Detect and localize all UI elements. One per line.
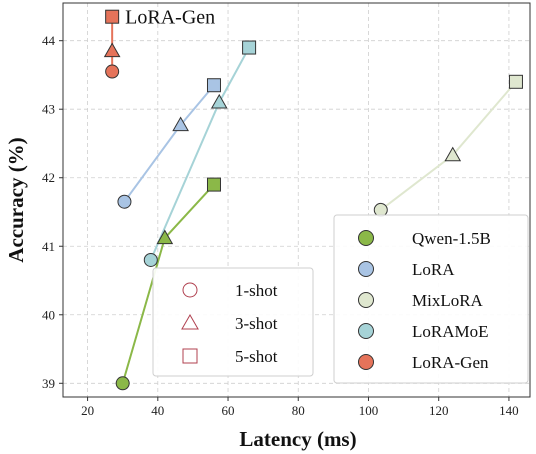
x-tick-label: 140 (499, 403, 519, 418)
lora-gen-3-shot-point (103, 42, 121, 58)
x-tick-label: 40 (151, 403, 164, 418)
y-tick-label: 42 (42, 170, 55, 185)
legend-loramoe-label: LoRAMoE (412, 322, 489, 341)
legend-qwen-1-5b-swatch (358, 230, 374, 246)
model-legend-box (333, 214, 529, 384)
y-tick-label: 44 (42, 33, 56, 48)
shot-legend-circle-marker (182, 282, 198, 298)
shot-legend-square-marker (182, 348, 198, 364)
loramoe-3-shot-point (210, 93, 228, 109)
plot-frame (62, 2, 531, 398)
qwen-1-5b-1-shot-point (115, 376, 130, 391)
legend-qwen-1-5b-label: Qwen-1.5B (412, 229, 491, 248)
loramoe-series-line (149, 47, 250, 261)
legend-lora-swatch (358, 261, 374, 277)
mixlora-3-shot-point (444, 146, 462, 162)
loramoe-1-shot-point (143, 252, 158, 267)
annotation-label: LoRA-Gen (125, 7, 215, 29)
lora-1-shot-point (117, 194, 132, 209)
x-tick-label: 100 (359, 403, 379, 418)
legend-lora-label: LoRA (412, 260, 455, 279)
y-tick-label: 43 (42, 102, 55, 117)
data-points (103, 9, 523, 391)
legend-lora-gen-label: LoRA-Gen (412, 353, 489, 372)
annotations: LoRA-Gen (125, 7, 215, 29)
model-legend: Qwen-1.5B LoRA MixLoRA LoRAMoE LoRA-Gen (333, 214, 529, 384)
mixlora-series-line (380, 81, 517, 211)
lora-3-shot-point (172, 116, 189, 132)
y-tick-label: 41 (42, 239, 55, 254)
y-tick-label: 40 (42, 307, 55, 322)
shot-legend: 1-shot 3-shot 5-shot (152, 267, 314, 377)
lora-gen-5-shot-point (105, 9, 120, 24)
y-tick-label: 39 (42, 376, 55, 391)
grid-lines (63, 3, 530, 397)
x-tick-label: 20 (81, 403, 94, 418)
shot-legend-triangle-marker (181, 313, 199, 330)
legend-loramoe-swatch (358, 323, 374, 339)
qwen-1-5b-5-shot-point (206, 177, 221, 192)
y-axis-title: Accuracy (%) (4, 137, 28, 262)
lora-gen-1-shot-point (105, 64, 120, 79)
axes: 20 40 60 80 100 120 140 39 40 41 42 43 44 (42, 2, 531, 418)
legend-mixlora-swatch (358, 292, 374, 308)
shot-legend-label: 1-shot (235, 281, 278, 300)
lora-5-shot-point (206, 78, 221, 93)
mixlora-1-shot-point (373, 202, 388, 217)
legend-mixlora-label: MixLoRA (412, 291, 484, 310)
mixlora-5-shot-point (508, 74, 523, 89)
x-tick-label: 120 (429, 403, 449, 418)
x-tick-label: 80 (292, 403, 305, 418)
loramoe-5-shot-point (242, 40, 257, 55)
shot-legend-label: 5-shot (235, 347, 278, 366)
qwen-1-5b-3-shot-point (156, 229, 174, 245)
legend-lora-gen-swatch (358, 354, 374, 370)
x-axis-title: Latency (ms) (239, 427, 356, 451)
shot-legend-box (152, 267, 314, 377)
shot-legend-label: 3-shot (235, 314, 278, 333)
x-tick-label: 60 (222, 403, 235, 418)
